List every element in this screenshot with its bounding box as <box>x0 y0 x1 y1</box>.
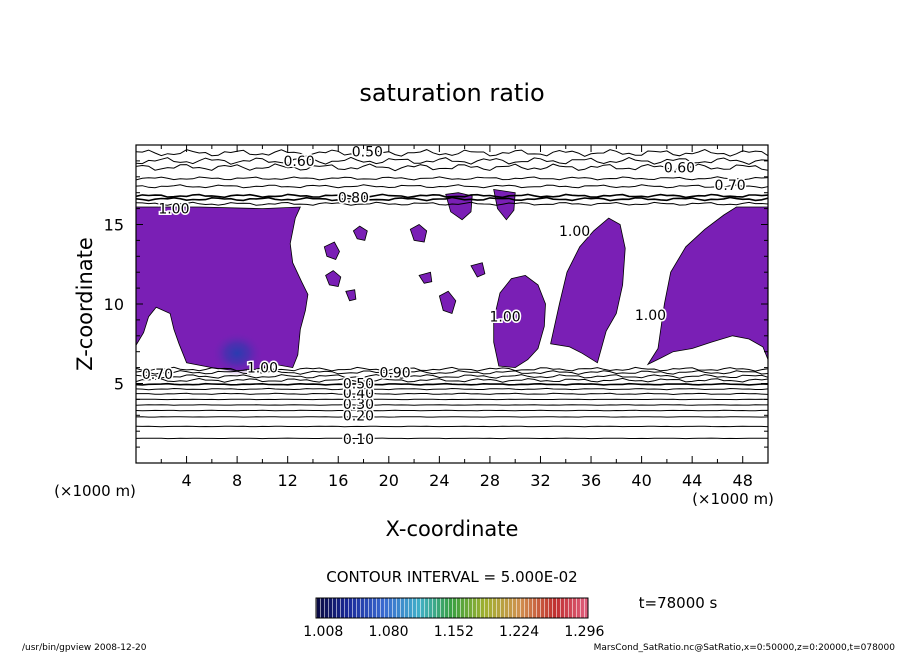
contour-labels-layer: 0.100.200.300.400.500.70 1.00 0.900.500.60… <box>140 144 747 450</box>
region-low-blob-4 <box>325 270 342 287</box>
chart-title: saturation ratio <box>359 79 544 107</box>
contour-label: 1.00 <box>635 308 666 324</box>
contour-label: 0.60 <box>283 154 314 170</box>
region-mid-plume <box>493 274 546 369</box>
x-tick-label: 48 <box>733 471 753 490</box>
footer-right: MarsCond_SatRatio.nc@SatRatio,x=0:50000,… <box>594 643 896 653</box>
contour-label: 1.00 <box>158 202 189 218</box>
x-axis-label: X-coordinate <box>386 517 519 541</box>
contour-line <box>136 437 768 440</box>
x-tick-label: 4 <box>181 471 191 490</box>
region-upper-blob-5 <box>409 224 428 243</box>
colorbar-label: 1.080 <box>368 624 408 640</box>
region-left-plume <box>136 206 309 372</box>
contour-line <box>136 184 768 189</box>
x-tick-label: 32 <box>530 471 550 490</box>
region-low-blob-3 <box>470 262 486 278</box>
contour-label: 1.00 <box>490 310 521 326</box>
contour-line <box>136 196 768 202</box>
contour-line <box>136 374 768 379</box>
contour-label: 0.30 <box>343 397 374 413</box>
contour-interval-text: CONTOUR INTERVAL = 5.000E-02 <box>326 568 577 586</box>
region-low-blob-1 <box>438 290 457 315</box>
colorbar-labels: 1.008 1.080 1.152 1.224 1.296 <box>303 624 604 640</box>
x-tick-label: 20 <box>379 471 399 490</box>
y-tick-label: 15 <box>104 216 124 235</box>
contour-label: 0.70 <box>142 367 173 383</box>
contour-line <box>136 163 768 172</box>
colorbar-label: 1.296 <box>564 624 604 640</box>
contour-label: 0.90 <box>380 365 411 381</box>
contour-label: 0.40 <box>343 386 374 402</box>
contour-label: 1.00 <box>559 224 590 240</box>
contour-line <box>136 382 768 386</box>
y-axis-ticks: 5 10 15 <box>104 144 768 464</box>
contour-line <box>136 156 768 165</box>
contour-label: 0.50 <box>352 144 383 160</box>
region-right-plume <box>646 206 768 366</box>
contour-line <box>136 404 768 406</box>
contour-label: 0.70 <box>714 178 745 194</box>
region-low-blob-5 <box>345 289 357 302</box>
contour-label: 1.00 <box>247 361 278 377</box>
region-upper-blob-3 <box>323 241 340 261</box>
region-upper-blob-2 <box>493 189 516 221</box>
y-tick-label: 5 <box>114 375 124 394</box>
contour-line <box>136 148 768 157</box>
contour-line <box>136 409 768 412</box>
colorbar-stripes <box>316 598 588 618</box>
region-mid-right-plume <box>550 217 626 364</box>
contour-line <box>136 377 768 383</box>
x-tick-label: 12 <box>278 471 298 490</box>
contour-line <box>136 193 768 199</box>
footer-left: /usr/bin/gpview 2008-12-20 <box>22 643 147 653</box>
time-text: t=78000 s <box>639 594 718 612</box>
contour-line <box>136 176 768 181</box>
x-tick-label: 8 <box>232 471 242 490</box>
supersaturation-fill-layer <box>136 189 768 376</box>
contour-line <box>136 387 768 391</box>
contour-line <box>136 201 768 206</box>
contour-label: 0.50 <box>343 377 374 393</box>
x-unit-label: (×1000 m) <box>692 490 774 508</box>
x-tick-label: 36 <box>581 471 601 490</box>
contour-label: 0.20 <box>343 408 374 424</box>
contour-label: 0.10 <box>343 432 374 448</box>
colorbar-label: 1.152 <box>434 624 474 640</box>
y-unit-label: (×1000 m) <box>54 482 136 500</box>
contour-line <box>136 425 768 428</box>
x-tick-label: 40 <box>631 471 651 490</box>
colorbar-label: 1.008 <box>303 624 343 640</box>
x-tick-label: 24 <box>429 471 449 490</box>
x-tick-label: 44 <box>682 471 702 490</box>
colorbar-frame <box>315 597 589 619</box>
colorbar: 1.008 1.080 1.152 1.224 1.296 <box>303 597 604 640</box>
colorbar-label: 1.224 <box>499 624 539 640</box>
contour-label: 0.60 <box>664 160 695 176</box>
contour-label: 0.80 <box>338 190 369 206</box>
x-tick-label: 28 <box>480 471 500 490</box>
region-low-blob-2 <box>418 271 433 284</box>
contour-line <box>136 392 768 396</box>
y-tick-label: 10 <box>104 295 124 314</box>
x-axis-ticks: 4 8 12 16 20 24 28 32 36 40 44 48 <box>135 145 769 490</box>
plume-core <box>211 331 264 376</box>
region-upper-blob-4 <box>352 225 368 241</box>
contour-line <box>136 366 768 372</box>
x-tick-label: 16 <box>328 471 348 490</box>
contour-line <box>136 369 768 375</box>
plot-area: 0.100.200.300.400.500.70 1.00 0.900.500.60… <box>136 144 768 450</box>
contour-lines-layer <box>136 148 768 440</box>
y-axis-label: Z-coordinate <box>73 237 97 371</box>
